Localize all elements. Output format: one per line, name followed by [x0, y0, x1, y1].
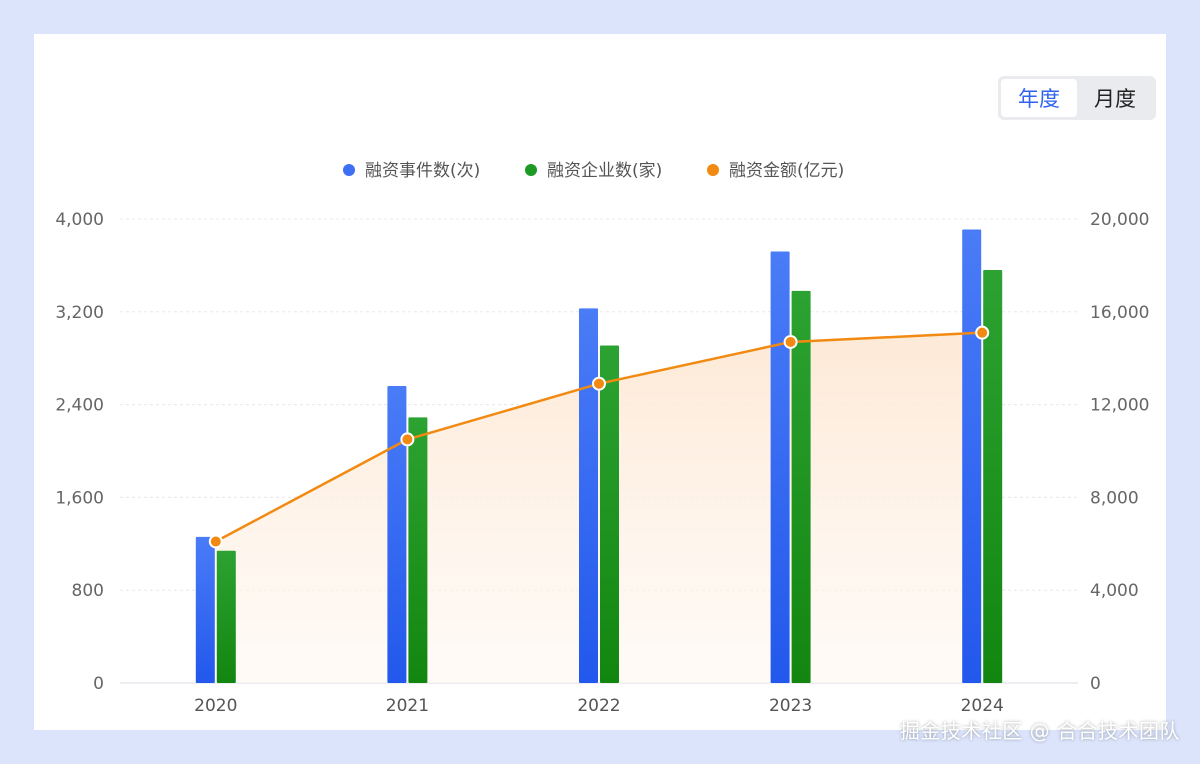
legend-marker [707, 164, 719, 176]
y-right-tick-label: 8,000 [1090, 488, 1139, 508]
bar-companies [983, 270, 1003, 683]
y-right-tick-label: 12,000 [1090, 396, 1149, 416]
toggle-month[interactable]: 月度 [1094, 87, 1136, 111]
y-right-tick-label: 4,000 [1090, 581, 1139, 601]
bar-companies [600, 345, 619, 683]
y-left-tick-label: 1,600 [55, 488, 104, 508]
y-left-tick-label: 3,200 [55, 303, 104, 323]
line-point [208, 534, 223, 549]
chart-legend: 融资事件数(次) 融资企业数(家) 融资金额(亿元) [343, 161, 844, 181]
legend-marker [343, 164, 355, 176]
legend-label: 融资事件数(次) [365, 161, 480, 181]
bar-events [195, 536, 215, 683]
bar-events [387, 386, 407, 683]
x-tick-label: 2020 [194, 696, 237, 716]
line-point [592, 376, 606, 391]
bar-companies [408, 417, 428, 683]
bar-companies [791, 290, 811, 683]
line-area-fill [215, 332, 983, 683]
bar-events [962, 229, 982, 683]
x-tick-label: 2021 [386, 696, 429, 716]
x-tick-label: 2023 [769, 696, 812, 716]
watermark-text: 掘金技术社区 @ 合合技术团队 [899, 719, 1180, 743]
legend-marker [525, 164, 537, 176]
bar-companies [216, 550, 236, 683]
toggle-year[interactable]: 年度 [1001, 79, 1077, 117]
y-left-tick-label: 800 [72, 581, 104, 601]
axis-labels: 0 0 800 4,000 1,600 8,000 2,400 12,000 3,200 16,0… [55, 210, 1149, 716]
y-right-tick-label: 0 [1090, 674, 1101, 694]
y-right-tick-label: 16,000 [1090, 303, 1149, 323]
legend-label: 融资金额(亿元) [729, 161, 844, 181]
y-left-tick-label: 2,400 [55, 396, 104, 416]
y-left-tick-label: 0 [93, 674, 104, 694]
legend-label: 融资企业数(家) [547, 161, 662, 181]
bar-layer [195, 229, 1003, 684]
line-layer [208, 325, 990, 549]
line-point [783, 334, 798, 349]
area-layer [215, 332, 983, 683]
x-tick-label: 2024 [961, 696, 1004, 716]
y-right-tick-label: 20,000 [1090, 210, 1149, 230]
y-left-tick-label: 4,000 [55, 210, 104, 230]
period-toggle[interactable]: 年度 月度 [998, 76, 1156, 120]
bar-events [579, 308, 598, 683]
line-point [400, 432, 415, 447]
bar-events [770, 251, 790, 684]
x-tick-label: 2022 [577, 696, 620, 716]
line-point [975, 325, 990, 340]
